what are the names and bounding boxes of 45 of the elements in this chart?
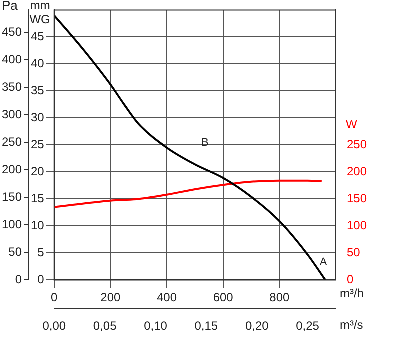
y2-tick-label: 100 xyxy=(2,217,22,232)
x2-tick-label: 0,10 xyxy=(144,319,168,334)
y2-tick-label: 300 xyxy=(2,107,22,122)
y-tick-label: 20 xyxy=(31,164,45,179)
y3-tick-label: 200 xyxy=(346,164,368,179)
x2-tick-label: 0,05 xyxy=(93,319,118,334)
y-tick-label: 40 xyxy=(31,56,45,71)
y2-tick-label: 350 xyxy=(2,80,22,94)
y-tick-label: 10 xyxy=(31,218,45,233)
x-tick-label: 400 xyxy=(156,290,178,305)
annotation: A xyxy=(320,256,328,269)
y2-tick-label: 150 xyxy=(2,190,22,204)
y-tick-label: 35 xyxy=(31,84,45,98)
y3-axis-title: W xyxy=(346,118,358,132)
x2-tick-label: 0,15 xyxy=(194,319,218,334)
x-axis-title: m³/h xyxy=(340,286,364,301)
y2-tick-label: 50 xyxy=(8,244,22,259)
x-tick-label: 200 xyxy=(100,290,122,305)
x2-tick-label: 0,00 xyxy=(42,319,66,334)
y2-tick-label: 0 xyxy=(15,272,22,287)
y3-tick-label: 100 xyxy=(346,218,368,233)
y2-tick-label: 450 xyxy=(2,24,22,39)
x-tick-label: 800 xyxy=(270,290,290,305)
y2-tick-label: 200 xyxy=(2,162,22,176)
y-tick-label: 30 xyxy=(31,110,45,125)
y3-tick-label: 250 xyxy=(346,138,368,152)
y-tick-label: 0 xyxy=(38,272,45,287)
y3-tick-label: 0 xyxy=(346,272,354,287)
x2-tick-label: 0,20 xyxy=(245,319,270,334)
y-tick-label: 15 xyxy=(31,192,45,206)
line-series xyxy=(54,14,327,280)
y2-tick-label: 250 xyxy=(2,134,22,149)
y-tick-label: 45 xyxy=(31,30,45,44)
y2-axis-title: Pa xyxy=(2,0,19,14)
y2-tick-label: 400 xyxy=(2,52,22,66)
x-tick-label: 600 xyxy=(213,290,234,305)
line-series xyxy=(54,180,323,208)
y-axis-title: mm WG xyxy=(30,0,50,26)
y-tick-label: 25 xyxy=(31,138,45,152)
y-tick-label: 5 xyxy=(38,246,45,260)
x-tick-label: 0 xyxy=(51,290,58,305)
y3-tick-label: 50 xyxy=(346,246,361,260)
y3-tick-label: 150 xyxy=(346,192,368,206)
x2-axis-title: m³/s xyxy=(340,318,364,332)
x2-tick-label: 0,25 xyxy=(296,319,320,334)
